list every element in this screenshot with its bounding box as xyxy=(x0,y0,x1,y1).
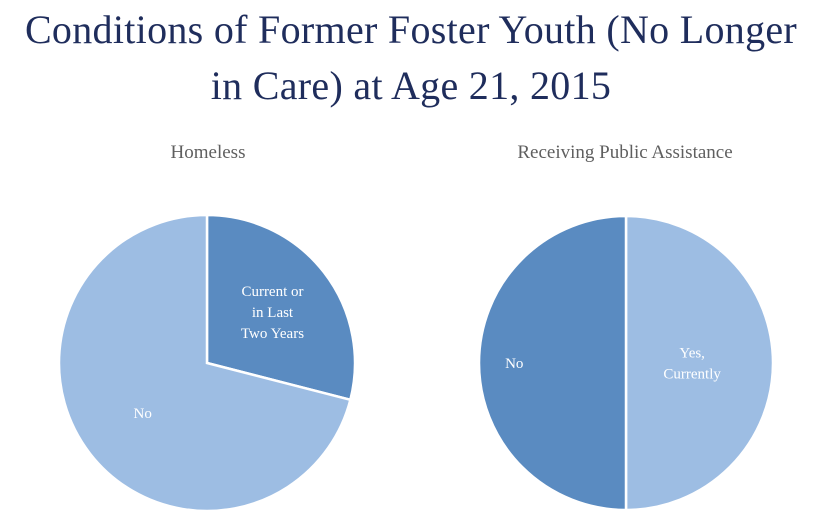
slice-label-no: No xyxy=(505,356,523,372)
pie-slice-current-or-in-last-two-years xyxy=(205,213,357,402)
slice-label-no: No xyxy=(134,406,152,422)
pie-slice-no xyxy=(57,213,352,513)
pie-homeless: Current or in Last Two Years No xyxy=(57,213,357,513)
pie-receiving-public-assistance: Yes, Currently No xyxy=(477,214,775,512)
slice-label-yes-currently: Yes, Currently xyxy=(663,346,721,383)
chart-title-homeless: Homeless xyxy=(170,142,246,163)
page-title-line-1: Conditions of Former Foster Youth (No Lo… xyxy=(24,7,798,52)
pie-slice-no xyxy=(477,214,628,512)
page-title-line-2: in Care) at Age 21, 2015 xyxy=(210,63,612,108)
chart-title-public-assistance: Receiving Public Assistance xyxy=(517,142,733,163)
page-title: Conditions of Former Foster Youth (No Lo… xyxy=(0,2,822,114)
pie-slice-yes-currently xyxy=(624,214,775,512)
slice-label-current-or-in-last-two-years: Current or in Last Two Years xyxy=(241,284,304,342)
